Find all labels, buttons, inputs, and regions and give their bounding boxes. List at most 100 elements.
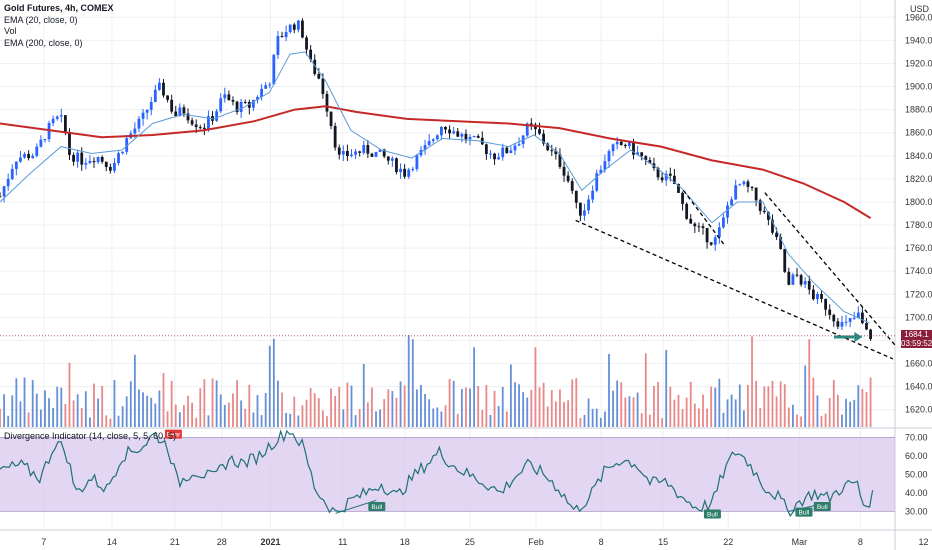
bar-countdown: 03:59:52 bbox=[901, 339, 932, 348]
volume-bar bbox=[142, 392, 144, 427]
price-tick-label: 1740.0 bbox=[905, 266, 932, 276]
volume-bar bbox=[534, 347, 537, 427]
volume-bar bbox=[277, 380, 279, 427]
volume-bar bbox=[522, 392, 525, 427]
candle-body bbox=[305, 37, 308, 50]
candle-body bbox=[489, 153, 492, 155]
volume-bar bbox=[730, 394, 733, 427]
candle-body bbox=[92, 160, 96, 163]
candle-body bbox=[869, 329, 872, 340]
volume-bar bbox=[379, 409, 382, 427]
volume-bar bbox=[35, 393, 38, 427]
volume-bar bbox=[632, 397, 635, 427]
volume-bar bbox=[264, 392, 267, 427]
candle-body bbox=[284, 32, 288, 38]
price-axis[interactable]: 1620.01640.01660.01680.01700.01720.01740… bbox=[905, 12, 932, 414]
volume-bar bbox=[571, 379, 574, 427]
oscillator-axis[interactable]: 30.00 40.00 50.00 60.00 70.00 bbox=[905, 432, 928, 516]
oscillator-title[interactable]: Divergence Indicator (14, close, 5, 5, 6… bbox=[4, 431, 177, 441]
volume-bar bbox=[395, 397, 398, 427]
candle-body bbox=[280, 36, 284, 38]
volume-bar bbox=[44, 390, 46, 427]
volume-bar bbox=[133, 354, 136, 427]
volume-bar bbox=[763, 386, 766, 427]
candle-body bbox=[260, 88, 263, 98]
candle-body bbox=[223, 94, 227, 99]
candle-body bbox=[746, 181, 750, 187]
candle-body bbox=[758, 200, 762, 211]
volume-bar bbox=[350, 385, 353, 427]
candle-body bbox=[722, 217, 725, 228]
time-tick-label: 21 bbox=[170, 537, 180, 547]
candle-body bbox=[96, 156, 100, 163]
candle-body bbox=[329, 111, 333, 127]
volume-bar bbox=[832, 379, 835, 427]
time-axis[interactable]: 7 14 21 28 2021 11 18 25 Feb 8 15 22 Mar 8 12 bbox=[41, 537, 928, 547]
volume-bar bbox=[403, 385, 406, 427]
volume-bar bbox=[346, 382, 349, 427]
volume-bar bbox=[428, 399, 431, 427]
volume-bar bbox=[424, 394, 426, 427]
trendline bbox=[682, 190, 725, 246]
candle-body bbox=[681, 192, 684, 204]
volume-bar bbox=[698, 408, 700, 427]
volume-bar bbox=[162, 373, 165, 427]
volume-bar bbox=[138, 389, 140, 427]
volume-bar bbox=[693, 403, 696, 427]
candle-body bbox=[51, 118, 55, 123]
candle-body bbox=[337, 147, 341, 155]
volume-bar bbox=[195, 417, 198, 427]
candle-body bbox=[121, 151, 125, 154]
volume-legend[interactable]: Vol bbox=[4, 26, 17, 36]
candle-body bbox=[215, 111, 219, 121]
volume-bar bbox=[644, 353, 647, 427]
time-tick-label: Feb bbox=[528, 537, 544, 547]
signal-arrow-head bbox=[854, 331, 863, 342]
volume-bar bbox=[170, 380, 173, 427]
volume-bar bbox=[861, 388, 864, 427]
currency-label: USD bbox=[910, 4, 930, 14]
volume-bar bbox=[779, 381, 782, 427]
volume-bar bbox=[612, 390, 614, 427]
candle-body bbox=[411, 168, 415, 170]
candle-body bbox=[219, 98, 223, 112]
volume-bar bbox=[800, 416, 802, 427]
volume-bar bbox=[207, 415, 210, 427]
price-tick-label: 1860.0 bbox=[905, 128, 932, 138]
candle-body bbox=[554, 150, 558, 155]
volume-bar bbox=[178, 412, 181, 427]
candle-body bbox=[341, 150, 345, 155]
volume-bar bbox=[849, 401, 852, 427]
candle-body bbox=[795, 274, 799, 276]
price-tick-label: 1760.0 bbox=[905, 243, 932, 253]
volume-bar bbox=[407, 335, 410, 427]
volume-bar bbox=[15, 378, 18, 427]
candle-body bbox=[726, 205, 729, 218]
volume-bar bbox=[616, 380, 619, 427]
candle-body bbox=[611, 144, 615, 152]
candle-body bbox=[23, 154, 26, 158]
candle-body bbox=[766, 212, 770, 220]
candle-body bbox=[153, 89, 157, 103]
candle-body bbox=[113, 163, 116, 171]
candle-body bbox=[88, 160, 92, 164]
volume-bar bbox=[567, 400, 570, 427]
candle-body bbox=[636, 152, 640, 155]
price-tick-label: 1880.0 bbox=[905, 105, 932, 115]
candle-body bbox=[509, 150, 513, 154]
last-price-tag: 1684.1 03:59:52 bbox=[901, 330, 932, 348]
time-tick-label: Mar bbox=[792, 537, 808, 547]
candle-body bbox=[623, 144, 627, 147]
symbol-title[interactable]: Gold Futures, 4h, COMEX bbox=[4, 3, 114, 13]
volume-bar bbox=[305, 399, 308, 427]
volume-bar bbox=[481, 410, 484, 427]
candle-body bbox=[787, 271, 791, 285]
signal-label-text: Bull bbox=[371, 504, 382, 511]
candle-body bbox=[407, 169, 411, 177]
volume-bar bbox=[501, 386, 504, 427]
volume-bar bbox=[836, 394, 839, 427]
ema20-legend[interactable]: EMA (20, close, 0) bbox=[4, 14, 78, 25]
oscillator-line bbox=[0, 429, 874, 518]
candle-body bbox=[108, 166, 112, 171]
ema200-legend[interactable]: EMA (200, close, 0) bbox=[4, 37, 83, 48]
